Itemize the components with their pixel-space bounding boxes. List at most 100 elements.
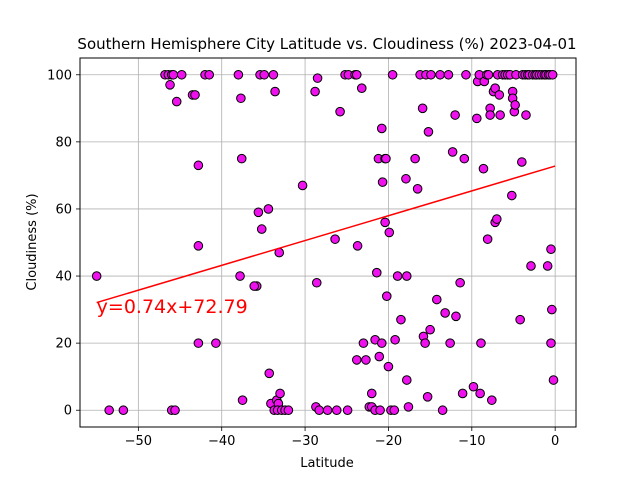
data-point <box>263 204 274 214</box>
data-point <box>403 402 414 412</box>
data-point <box>517 157 527 167</box>
data-point <box>410 153 420 164</box>
data-point <box>235 271 245 281</box>
x-tick-label: 0 <box>551 434 559 449</box>
y-tick-label: 0 <box>64 404 72 419</box>
data-point <box>91 271 102 281</box>
data-point <box>356 83 367 93</box>
data-point <box>426 69 436 80</box>
data-point <box>259 69 270 80</box>
data-point <box>211 338 221 348</box>
data-point <box>492 214 502 224</box>
data-point <box>392 271 403 281</box>
data-point <box>193 338 204 348</box>
data-point <box>447 147 458 157</box>
data-point <box>457 388 468 399</box>
regression-equation: y=0.74x+72.79 <box>97 296 248 318</box>
data-point <box>450 110 460 120</box>
data-point <box>451 311 461 322</box>
data-point <box>476 338 486 348</box>
data-point <box>425 324 435 335</box>
data-point <box>483 69 494 80</box>
data-point <box>387 69 398 80</box>
data-point <box>423 127 434 137</box>
data-point <box>468 381 479 392</box>
data-point <box>104 405 114 416</box>
data-point <box>371 267 382 278</box>
data-point <box>351 355 362 365</box>
data-point <box>297 180 308 191</box>
data-point <box>383 361 394 372</box>
data-point <box>366 388 377 399</box>
data-point <box>510 100 520 110</box>
data-point <box>507 190 517 201</box>
data-point <box>264 368 275 379</box>
data-point <box>236 93 246 104</box>
data-point <box>472 113 482 124</box>
data-point <box>396 314 406 325</box>
data-point <box>455 277 465 288</box>
data-point <box>459 153 470 164</box>
data-point <box>190 90 200 100</box>
data-point <box>547 69 558 80</box>
data-point <box>331 405 342 416</box>
data-point <box>165 80 175 90</box>
data-point <box>256 224 267 234</box>
data-point <box>412 184 423 194</box>
data-point <box>422 392 433 402</box>
data-point <box>351 69 362 80</box>
data-point <box>358 338 369 348</box>
data-point <box>314 405 325 416</box>
data-point <box>268 69 279 80</box>
data-point <box>494 90 505 100</box>
x-axis-ticks: −50 −40 −30 −20 −10 0 <box>125 427 559 449</box>
plot-frame <box>79 57 577 428</box>
data-points <box>91 69 559 416</box>
data-point <box>420 338 430 348</box>
y-tick-label: 80 <box>55 135 72 150</box>
data-point <box>249 281 260 291</box>
data-point <box>435 69 445 80</box>
data-point <box>275 388 285 399</box>
data-point <box>270 86 280 97</box>
data-point <box>170 405 180 416</box>
data-point <box>401 271 412 281</box>
x-axis-label: Latitude <box>300 456 354 471</box>
data-point <box>335 106 345 117</box>
data-point <box>236 153 247 164</box>
data-point <box>233 69 244 80</box>
data-point <box>376 338 387 348</box>
data-point <box>417 103 428 114</box>
data-point <box>237 395 248 405</box>
data-point <box>548 375 559 385</box>
data-point <box>437 405 448 416</box>
data-point <box>283 405 294 416</box>
data-point <box>361 355 371 365</box>
data-point <box>352 241 363 251</box>
x-tick-label: −30 <box>291 434 318 449</box>
chart-title: Southern Hemisphere City Latitude vs. Cl… <box>77 35 576 53</box>
data-point <box>312 73 323 83</box>
data-point <box>445 338 455 348</box>
data-point <box>521 110 531 120</box>
data-point <box>253 207 264 218</box>
data-point <box>485 110 495 120</box>
data-point <box>443 69 454 80</box>
data-point <box>311 277 322 288</box>
x-tick-label: −20 <box>375 434 402 449</box>
y-tick-label: 100 <box>47 68 72 83</box>
data-point <box>440 308 450 318</box>
data-point <box>374 351 385 362</box>
data-point <box>310 86 320 97</box>
data-point <box>322 405 333 416</box>
data-point <box>204 69 215 80</box>
x-tick-label: −10 <box>458 434 485 449</box>
data-point <box>330 234 340 244</box>
data-point <box>401 173 411 184</box>
data-point <box>176 69 187 80</box>
data-point <box>461 69 471 80</box>
data-point <box>515 314 525 325</box>
data-point <box>380 217 390 228</box>
data-point <box>381 291 392 301</box>
